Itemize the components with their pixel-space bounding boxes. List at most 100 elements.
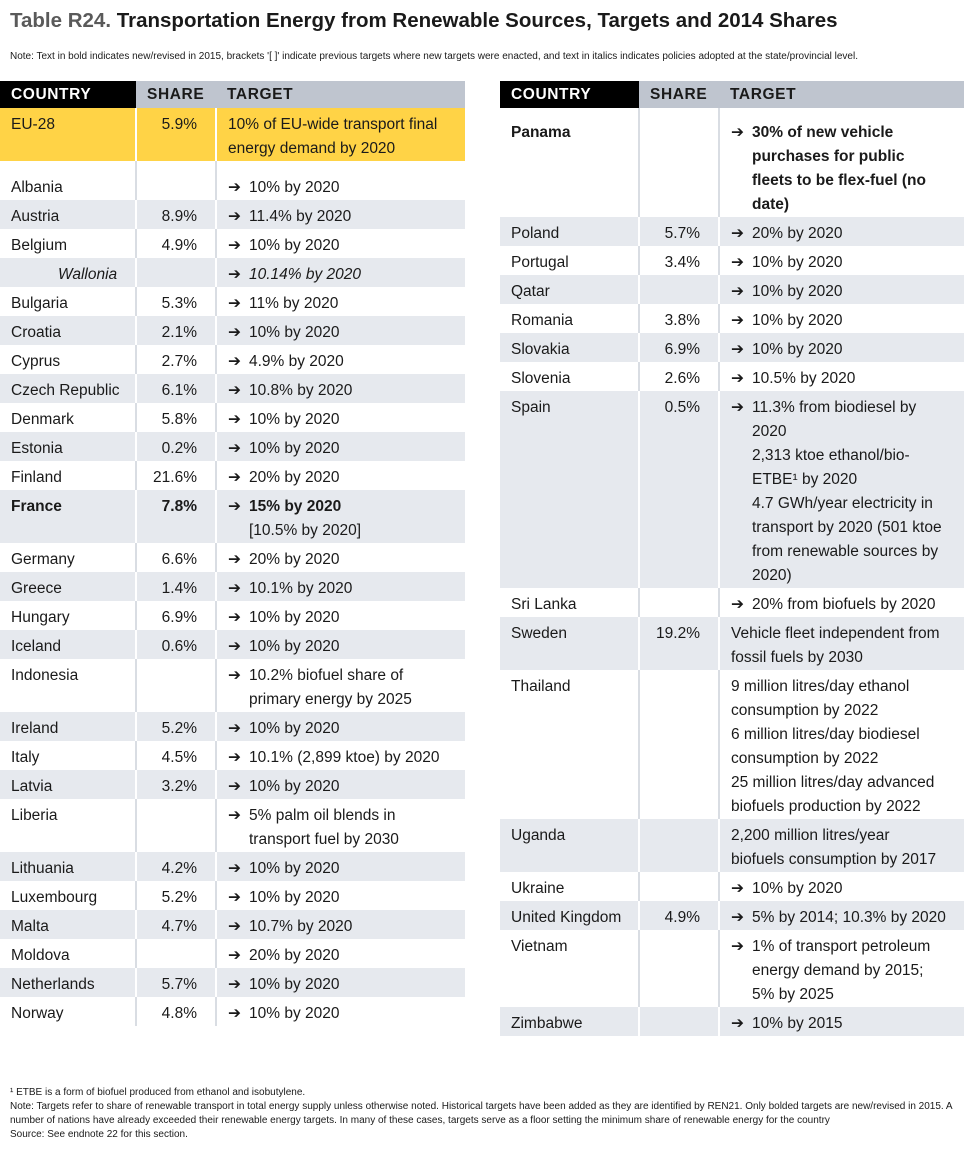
share-cell: [638, 670, 719, 819]
share-cell: 6.6%: [135, 543, 216, 572]
country-cell: Panama: [500, 116, 639, 217]
arrow-right-icon: ➔: [731, 596, 744, 613]
target-text: 15% by 2020: [249, 498, 342, 515]
table-title-text: Transportation Energy from Renewable Sou…: [116, 9, 838, 32]
share-cell: [638, 275, 719, 304]
country-cell: Latvia: [0, 770, 136, 799]
country-cell: Croatia: [0, 316, 136, 345]
country-cell: Netherlands: [0, 968, 136, 997]
arrow-right-icon: ➔: [228, 295, 241, 312]
target-cell: ➔ 20% by 2020: [718, 217, 964, 246]
country-cell: Indonesia: [0, 659, 136, 712]
share-cell: 4.7%: [135, 910, 216, 939]
target-cell: ➔ 10% by 2020: [215, 316, 465, 345]
country-cell: Czech Republic: [0, 374, 136, 403]
share-cell: 4.9%: [135, 229, 216, 258]
target-cell: ➔ 10.7% by 2020: [215, 910, 465, 939]
country-cell: Zimbabwe: [500, 1007, 639, 1036]
target-text: Vehicle fleet independent from: [731, 625, 940, 642]
table-row: Moldova ➔ 20% by 2020: [0, 939, 465, 968]
share-cell: 4.9%: [638, 901, 719, 930]
target-text: 10% by 2020: [249, 976, 340, 993]
table-row: Norway 4.8% ➔ 10% by 2020: [0, 997, 465, 1026]
target-text: 10% by 2020: [249, 179, 340, 196]
target-cell: ➔ 10.5% by 2020: [718, 362, 964, 391]
target-cell: ➔ 11.3% from biodiesel by 2020 2,313 ktoe e…: [718, 391, 964, 588]
target-text: consumption by 2022: [731, 702, 879, 719]
target-text: 5% by 2025: [752, 986, 834, 1003]
target-text: 10% by 2020: [752, 254, 843, 271]
table-row: Bulgaria 5.3% ➔ 11% by 2020: [0, 287, 465, 316]
arrow-right-icon: ➔: [731, 938, 744, 955]
target-text: 5% by 2014; 10.3% by 2020: [752, 909, 946, 926]
table-row: Hungary 6.9% ➔ 10% by 2020: [0, 601, 465, 630]
target-text: 10% by 2020: [249, 411, 340, 428]
target-cell: ➔ 10% by 2020: [718, 333, 964, 362]
country-cell: Slovenia: [500, 362, 639, 391]
header-target: TARGET: [719, 81, 964, 108]
table-title: Table R24. Transportation Energy from Re…: [10, 8, 838, 34]
arrow-right-icon: ➔: [228, 237, 241, 254]
country-cell: Vietnam: [500, 930, 639, 1007]
share-cell: 0.2%: [135, 432, 216, 461]
target-cell: ➔ 10% by 2020: [215, 852, 465, 881]
share-cell: [638, 116, 719, 217]
table-row: Indonesia ➔ 10.2% biofuel share of primary …: [0, 659, 465, 712]
target-text: 5% palm oil blends in: [249, 807, 396, 824]
target-text: 10% by 2020: [249, 860, 340, 877]
share-cell: [135, 258, 216, 287]
target-text: 1% of transport petroleum: [752, 938, 931, 955]
target-cell: 10% of EU-wide transport final energy dem…: [215, 108, 465, 161]
target-cell: ➔ 10.1% by 2020: [215, 572, 465, 601]
arrow-right-icon: ➔: [731, 283, 744, 300]
table-label: Table R24.: [10, 9, 112, 32]
arrow-right-icon: ➔: [731, 370, 744, 387]
target-cell: ➔ 10% by 2020: [215, 171, 465, 200]
country-cell: Luxembourg: [0, 881, 136, 910]
target-text: 10% by 2020: [752, 341, 843, 358]
right-table: COUNTRY SHARE TARGET Panama ➔ 30% of new v…: [500, 81, 964, 1036]
arrow-right-icon: ➔: [228, 947, 241, 964]
target-cell: ➔ 10.8% by 2020: [215, 374, 465, 403]
target-text: 6 million litres/day biodiesel: [731, 726, 920, 743]
table-row: Croatia 2.1% ➔ 10% by 2020: [0, 316, 465, 345]
arrow-right-icon: ➔: [228, 609, 241, 626]
arrow-right-icon: ➔: [731, 124, 744, 141]
share-cell: 5.2%: [135, 712, 216, 741]
share-cell: 5.9%: [135, 108, 216, 161]
target-text: 10.8% by 2020: [249, 382, 353, 399]
table-row: Italy 4.5% ➔ 10.1% (2,899 ktoe) by 2020: [0, 741, 465, 770]
target-text: from renewable sources by: [752, 543, 939, 560]
right-table-panel: COUNTRY SHARE TARGET Panama ➔ 30% of new v…: [500, 81, 964, 1036]
arrow-right-icon: ➔: [228, 411, 241, 428]
country-cell: Ireland: [0, 712, 136, 741]
target-cell: ➔ 10% by 2020: [215, 229, 465, 258]
target-text: 10% by 2020: [249, 638, 340, 655]
target-text: 4.7 GWh/year electricity in: [752, 495, 933, 512]
table-row: Sweden 19.2% Vehicle fleet independent fro…: [500, 617, 964, 670]
table-row: Luxembourg 5.2% ➔ 10% by 2020: [0, 881, 465, 910]
footnote-note: Note: Targets refer to share of renewabl…: [10, 1101, 953, 1126]
table-row: Belgium 4.9% ➔ 10% by 2020: [0, 229, 465, 258]
target-cell: ➔ 20% from biofuels by 2020: [718, 588, 964, 617]
country-cell: Belgium: [0, 229, 136, 258]
table-row: Vietnam ➔ 1% of transport petroleum energy …: [500, 930, 964, 1007]
country-cell: Lithuania: [0, 852, 136, 881]
share-cell: 3.4%: [638, 246, 719, 275]
left-table-body: EU-28 5.9% 10% of EU-wide transport final e…: [0, 108, 465, 1026]
footnote-etbe: ¹ ETBE is a form of biofuel produced fro…: [10, 1087, 306, 1098]
target-cell: ➔ 11.4% by 2020: [215, 200, 465, 229]
table-row: Panama ➔ 30% of new vehicle purchases for p…: [500, 116, 964, 217]
table-row: Netherlands 5.7% ➔ 10% by 2020: [0, 968, 465, 997]
share-cell: 5.7%: [135, 968, 216, 997]
arrow-right-icon: ➔: [228, 720, 241, 737]
share-cell: [638, 930, 719, 1007]
target-cell: ➔ 5% by 2014; 10.3% by 2020: [718, 901, 964, 930]
country-cell: Italy: [0, 741, 136, 770]
table-row: Germany 6.6% ➔ 20% by 2020: [0, 543, 465, 572]
table-row: Albania ➔ 10% by 2020: [0, 171, 465, 200]
target-text: fossil fuels by 2030: [731, 649, 863, 666]
target-text: 10% by 2020: [752, 283, 843, 300]
table-row: Greece 1.4% ➔ 10.1% by 2020: [0, 572, 465, 601]
country-cell: Albania: [0, 171, 136, 200]
